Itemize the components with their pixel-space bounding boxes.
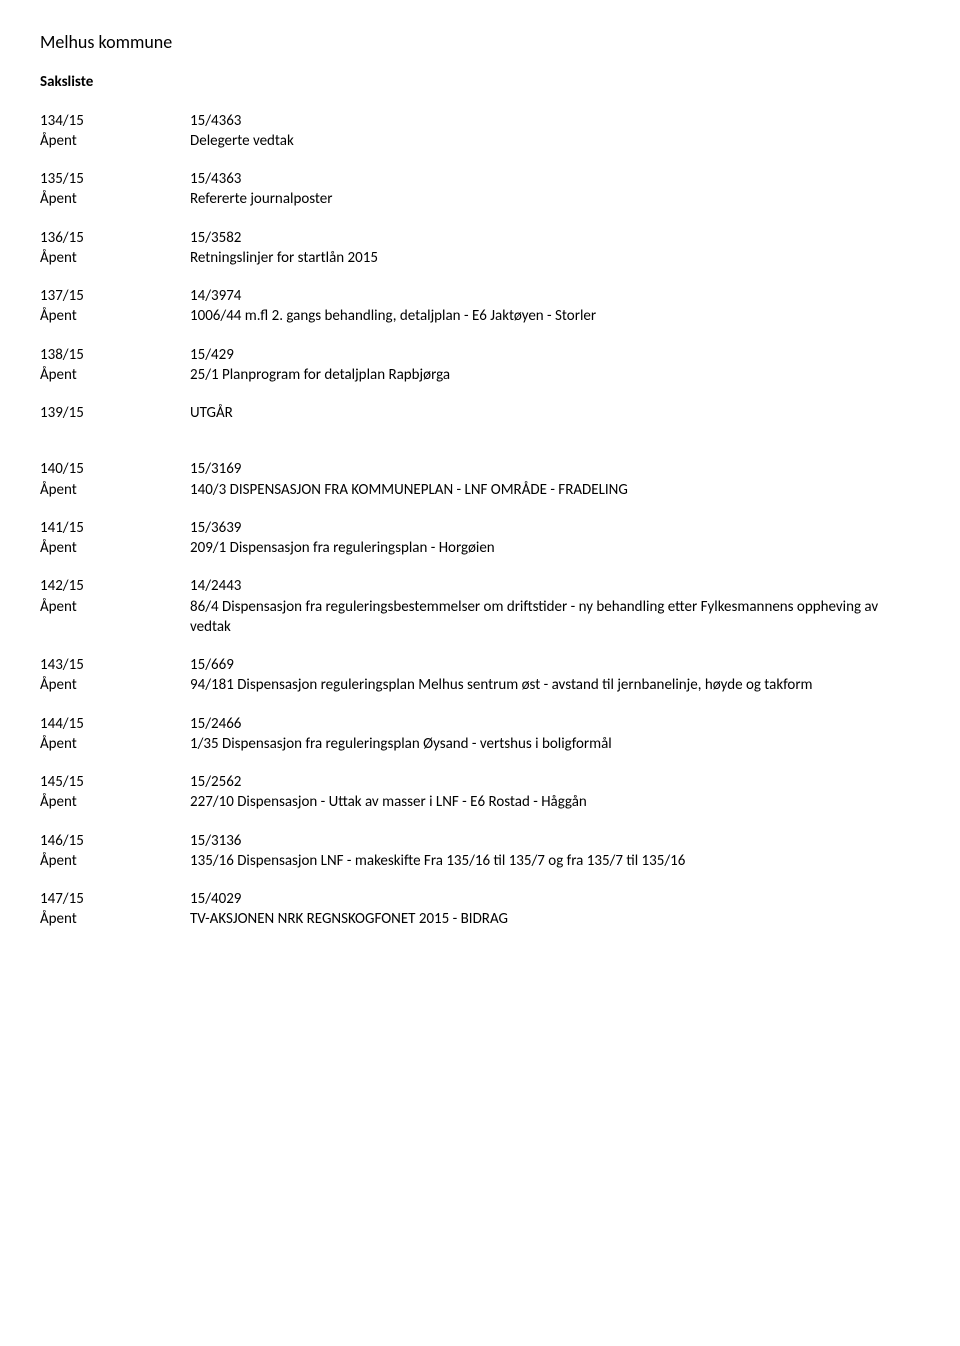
- case-number: 143/15: [40, 655, 190, 675]
- case-ref: 15/669: [190, 655, 920, 675]
- case-number: 140/15: [40, 459, 190, 479]
- case-ref: 15/3136: [190, 831, 920, 851]
- case-number: 136/15: [40, 228, 190, 248]
- case-desc: 140/3 DISPENSASJON FRA KOMMUNEPLAN - LNF…: [190, 480, 920, 500]
- case-desc: 25/1 Planprogram for detaljplan Rapbjørg…: [190, 365, 920, 385]
- case-ref: 15/3582: [190, 228, 920, 248]
- section-title: Saksliste: [40, 72, 920, 92]
- case-status: Åpent: [40, 248, 190, 268]
- case-ref: 15/429: [190, 345, 920, 365]
- case-desc: 94/181 Dispensasjon reguleringsplan Melh…: [190, 675, 920, 695]
- case-ref: 15/3169: [190, 459, 920, 479]
- case-ref: 15/3639: [190, 518, 920, 538]
- case-status: Åpent: [40, 597, 190, 617]
- case-desc: 135/16 Dispensasjon LNF - makeskifte Fra…: [190, 851, 920, 871]
- case-entry: 147/15 Åpent 15/4029 TV-AKSJONEN NRK REG…: [40, 889, 920, 930]
- case-entry-utgar: 139/15 UTGÅR: [40, 403, 920, 423]
- case-status: Åpent: [40, 792, 190, 812]
- case-entry: 145/15 Åpent 15/2562 227/10 Dispensasjon…: [40, 772, 920, 813]
- case-entry: 135/15 Åpent 15/4363 Refererte journalpo…: [40, 169, 920, 210]
- case-number: 144/15: [40, 714, 190, 734]
- case-status: Åpent: [40, 734, 190, 754]
- case-number: 138/15: [40, 345, 190, 365]
- case-desc: TV-AKSJONEN NRK REGNSKOGFONET 2015 - BID…: [190, 909, 920, 929]
- case-status: Åpent: [40, 538, 190, 558]
- case-status: Åpent: [40, 131, 190, 151]
- case-number: 134/15: [40, 111, 190, 131]
- case-desc: 1/35 Dispensasjon fra reguleringsplan Øy…: [190, 734, 920, 754]
- case-desc: Refererte journalposter: [190, 189, 920, 209]
- case-entry: 146/15 Åpent 15/3136 135/16 Dispensasjon…: [40, 831, 920, 872]
- case-desc: 227/10 Dispensasjon - Uttak av masser i …: [190, 792, 920, 812]
- case-desc: 1006/44 m.fl 2. gangs behandling, detalj…: [190, 306, 920, 326]
- case-desc: 209/1 Dispensasjon fra reguleringsplan -…: [190, 538, 920, 558]
- case-ref: 15/2466: [190, 714, 920, 734]
- case-ref: 14/3974: [190, 286, 920, 306]
- case-desc: Retningslinjer for startlån 2015: [190, 248, 920, 268]
- case-desc: 86/4 Dispensasjon fra reguleringsbestemm…: [190, 597, 920, 638]
- case-entry: 134/15 Åpent 15/4363 Delegerte vedtak: [40, 111, 920, 152]
- case-number: 147/15: [40, 889, 190, 909]
- case-status: Åpent: [40, 480, 190, 500]
- case-number: 145/15: [40, 772, 190, 792]
- case-status: Åpent: [40, 675, 190, 695]
- case-entry: 141/15 Åpent 15/3639 209/1 Dispensasjon …: [40, 518, 920, 559]
- case-status: Åpent: [40, 306, 190, 326]
- case-status: Åpent: [40, 851, 190, 871]
- case-entry: 137/15 Åpent 14/3974 1006/44 m.fl 2. gan…: [40, 286, 920, 327]
- case-status: Åpent: [40, 189, 190, 209]
- case-entry: 136/15 Åpent 15/3582 Retningslinjer for …: [40, 228, 920, 269]
- case-ref: 15/4363: [190, 169, 920, 189]
- case-number: 139/15: [40, 403, 190, 423]
- case-ref: 15/4363: [190, 111, 920, 131]
- case-number: 137/15: [40, 286, 190, 306]
- case-number: 142/15: [40, 576, 190, 596]
- case-status: Åpent: [40, 909, 190, 929]
- case-ref: 15/4029: [190, 889, 920, 909]
- case-number: 141/15: [40, 518, 190, 538]
- document-title: Melhus kommune: [40, 30, 920, 54]
- case-entry: 143/15 Åpent 15/669 94/181 Dispensasjon …: [40, 655, 920, 696]
- case-status: Åpent: [40, 365, 190, 385]
- case-ref: UTGÅR: [190, 403, 920, 423]
- case-entry: 140/15 Åpent 15/3169 140/3 DISPENSASJON …: [40, 459, 920, 500]
- case-entry: 144/15 Åpent 15/2466 1/35 Dispensasjon f…: [40, 714, 920, 755]
- case-number: 135/15: [40, 169, 190, 189]
- case-number: 146/15: [40, 831, 190, 851]
- case-entry: 142/15 Åpent 14/2443 86/4 Dispensasjon f…: [40, 576, 920, 637]
- case-entry: 138/15 Åpent 15/429 25/1 Planprogram for…: [40, 345, 920, 386]
- case-desc: Delegerte vedtak: [190, 131, 920, 151]
- case-ref: 14/2443: [190, 576, 920, 596]
- case-ref: 15/2562: [190, 772, 920, 792]
